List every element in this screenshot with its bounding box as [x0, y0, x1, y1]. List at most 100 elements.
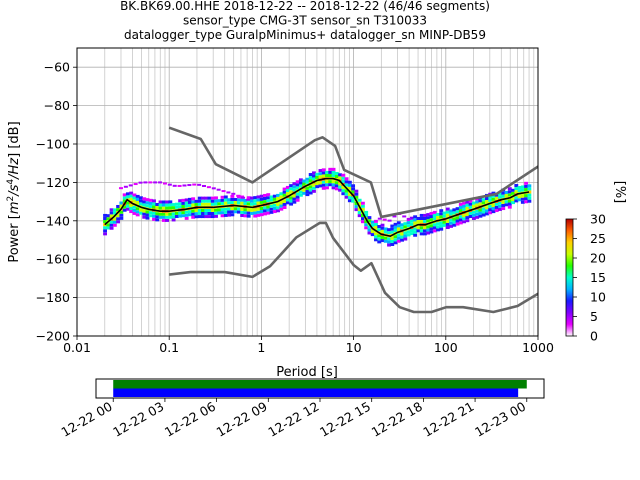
psd-cell: [210, 215, 215, 219]
psd-cell: [351, 196, 356, 200]
psd-cell: [152, 217, 156, 221]
psd-cell: [109, 208, 114, 212]
psd-cell: [135, 210, 140, 214]
psd-cell: [214, 196, 218, 200]
psd-cell: [403, 234, 408, 238]
psd-cell: [139, 211, 143, 215]
psd-cell: [129, 203, 134, 207]
psd-cell: [223, 195, 228, 199]
psd-cell: [246, 208, 251, 212]
psd-cell: [455, 222, 460, 226]
psd-cell: [142, 209, 147, 213]
psd-cell: [338, 188, 342, 192]
psd-cell: [426, 213, 431, 217]
psd-cell: [289, 190, 294, 194]
psd-cell: [354, 189, 359, 193]
psd-cell: [112, 217, 117, 221]
psd-cell: [152, 199, 156, 203]
psd-cell: [380, 223, 385, 227]
psd-cell: [112, 211, 117, 215]
psd-cell: [233, 207, 238, 211]
psd-cell-outlier: [162, 182, 167, 185]
psd-cell: [112, 220, 117, 224]
psd-cell: [135, 213, 140, 217]
psd-cell: [331, 180, 336, 184]
psd-cell: [285, 192, 290, 196]
psd-cell: [491, 197, 496, 201]
psd-cell: [122, 196, 127, 200]
psd-cell: [171, 218, 176, 222]
psd-cell: [321, 174, 326, 178]
psd-cell: [210, 202, 215, 206]
psd-cell: [432, 226, 437, 230]
psd-cell: [380, 239, 385, 243]
psd-cell: [462, 217, 467, 221]
psd-cell: [393, 238, 398, 242]
psd-cell: [321, 171, 326, 175]
psd-cell: [282, 202, 287, 206]
psd-cell: [266, 196, 271, 200]
psd-cell: [357, 201, 362, 205]
psd-cell: [462, 201, 467, 205]
psd-cell: [155, 215, 160, 219]
psd-cell: [452, 211, 457, 215]
psd-cell: [207, 208, 212, 212]
psd-cell: [171, 215, 176, 219]
psd-cell: [103, 226, 107, 230]
psd-cell: [527, 187, 532, 191]
psd-cell: [109, 211, 114, 215]
psd-cell: [298, 184, 303, 188]
psd-cell: [285, 198, 290, 202]
psd-cell: [292, 194, 297, 198]
psd-cell: [132, 196, 137, 200]
psd-cell: [321, 168, 326, 172]
psd-cell: [165, 203, 170, 207]
psd-cell: [116, 220, 121, 224]
psd-cell: [201, 202, 205, 206]
psd-cell: [197, 196, 202, 200]
psd-cell: [263, 200, 267, 204]
psd-cell: [374, 219, 378, 223]
psd-cell-outlier: [221, 190, 226, 193]
psd-cell: [132, 211, 137, 215]
psd-cell: [152, 202, 156, 206]
psd-cell: [187, 213, 192, 217]
psd-cell: [338, 173, 342, 177]
median-layer: [104, 177, 530, 238]
timeline-bar-data: [113, 380, 527, 389]
psd-cell: [315, 172, 320, 176]
psd-cell: [406, 230, 411, 234]
psd-cell: [142, 203, 147, 207]
psd-cell: [426, 231, 431, 235]
psd-cell: [524, 200, 529, 204]
psd-cell: [295, 195, 300, 199]
psd-cell: [109, 226, 114, 230]
psd-cell: [419, 213, 424, 217]
psd-cell: [282, 190, 287, 194]
psd-cell: [524, 184, 529, 188]
psd-cell: [357, 211, 362, 215]
psd-cell: [318, 172, 323, 176]
psd-cell: [285, 185, 290, 189]
psd-cell: [511, 188, 515, 192]
psd-cell: [201, 208, 205, 212]
psd-cell: [442, 223, 447, 227]
psd-cell: [354, 208, 359, 212]
colorbar-tick-label: 0: [590, 329, 598, 344]
psd-cell: [491, 191, 496, 195]
psd-cell: [517, 195, 522, 199]
psd-cell: [462, 220, 467, 224]
psd-cell: [449, 212, 453, 216]
psd-cell: [481, 210, 486, 214]
psd-cell-outlier: [143, 181, 148, 184]
psd-cell: [194, 199, 199, 203]
psd-cell: [520, 197, 525, 201]
psd-cell: [481, 213, 486, 217]
psd-cell: [504, 203, 509, 207]
psd-cell: [481, 207, 486, 211]
psd-cell: [315, 185, 320, 189]
psd-cell: [174, 211, 179, 215]
psd-cell: [210, 196, 215, 200]
psd-cell: [468, 205, 473, 209]
psd-cell-outlier: [216, 188, 221, 191]
